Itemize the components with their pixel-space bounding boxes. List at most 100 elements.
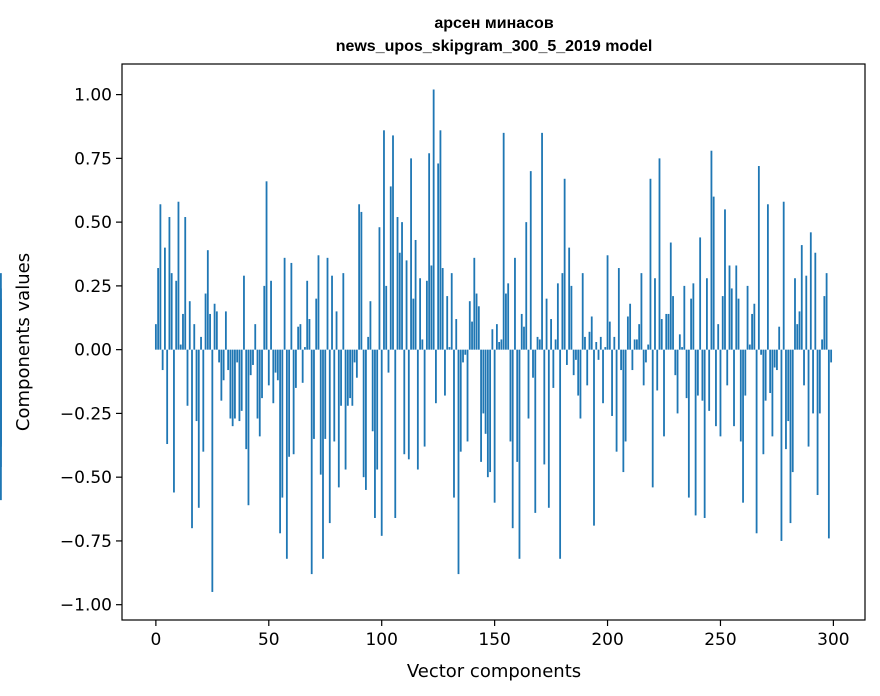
bar (441, 268, 444, 350)
bar (579, 349, 582, 419)
bar (733, 349, 735, 427)
bar (477, 306, 480, 350)
y-tick-label: 0.25 (74, 277, 112, 297)
bar (751, 313, 753, 350)
bar (791, 349, 794, 473)
bar (0, 349, 2, 447)
bar (416, 349, 419, 470)
bar (184, 217, 187, 350)
bar (224, 311, 227, 350)
bar (782, 201, 785, 350)
bar (161, 349, 164, 371)
bar (195, 349, 198, 422)
x-axis-label: Vector components (407, 661, 581, 682)
bar (696, 349, 699, 396)
bar (563, 178, 566, 350)
bar (631, 349, 634, 371)
bar (538, 339, 541, 350)
bar (206, 250, 209, 350)
bar (827, 349, 830, 539)
bar (446, 296, 449, 350)
bar (322, 349, 324, 559)
bar (717, 324, 720, 350)
bar (215, 311, 218, 350)
bar (667, 313, 670, 350)
bar (681, 347, 683, 350)
bar (240, 349, 243, 411)
bar (444, 349, 446, 396)
bar (227, 349, 230, 371)
bar (258, 349, 261, 437)
bar (597, 349, 600, 360)
bar (547, 349, 550, 508)
bar (292, 349, 295, 455)
bar (814, 252, 817, 350)
bar (410, 158, 412, 350)
bar (486, 349, 489, 478)
bar (669, 242, 672, 350)
bar (721, 296, 724, 350)
bar (818, 349, 821, 414)
bar (405, 260, 408, 350)
bar (288, 349, 291, 457)
bar (308, 319, 311, 350)
y-tick-label: −0.75 (60, 532, 112, 552)
bar (378, 227, 381, 350)
bar (805, 275, 808, 350)
bar (204, 293, 207, 350)
chart-subtitle: news_upos_skipgram_300_5_2019 model (336, 38, 653, 55)
bar (755, 349, 758, 534)
bar (803, 349, 805, 386)
y-tick-label: 0.00 (74, 341, 112, 361)
bar (220, 349, 223, 401)
bar (769, 349, 772, 394)
bar (771, 349, 774, 437)
bar (493, 349, 496, 503)
bar (491, 329, 494, 350)
bar (265, 181, 268, 350)
bar (602, 349, 604, 404)
bar (699, 237, 702, 350)
y-tick-label: 1.00 (74, 86, 112, 106)
bar (333, 349, 336, 442)
bar (724, 209, 726, 350)
bar (263, 285, 266, 350)
bar (599, 336, 602, 350)
bar (552, 349, 555, 388)
bar (588, 331, 591, 350)
bar (809, 232, 812, 350)
bar (674, 349, 677, 376)
bar (509, 349, 512, 442)
bar (328, 349, 331, 524)
bar (737, 298, 740, 350)
bar (780, 349, 783, 541)
x-tick-label: 100 (365, 630, 397, 650)
bar (480, 349, 482, 462)
bar (766, 204, 769, 350)
bar (543, 349, 546, 465)
bar (182, 313, 184, 350)
bar (179, 344, 182, 350)
bar (392, 135, 394, 350)
x-tick-label: 50 (258, 630, 280, 650)
bar (349, 349, 351, 399)
bar (457, 349, 460, 575)
bar (545, 298, 548, 350)
bar (715, 349, 717, 427)
bar (281, 349, 284, 498)
bar (744, 349, 747, 396)
y-axis: −1.00 −0.75 −0.50 −0.25 0.00 0.25 0.50 0.75 1.00 (60, 86, 122, 616)
bar (412, 298, 415, 350)
bar (613, 336, 616, 350)
bar (676, 349, 679, 414)
bar (468, 301, 471, 350)
y-axis-label: Components values (13, 253, 34, 431)
bar (776, 349, 778, 371)
bar (633, 339, 636, 350)
bar (243, 275, 245, 350)
bar (428, 153, 431, 350)
bar (0, 288, 2, 350)
bar (193, 324, 196, 350)
bar (254, 324, 257, 350)
bar (665, 313, 668, 350)
